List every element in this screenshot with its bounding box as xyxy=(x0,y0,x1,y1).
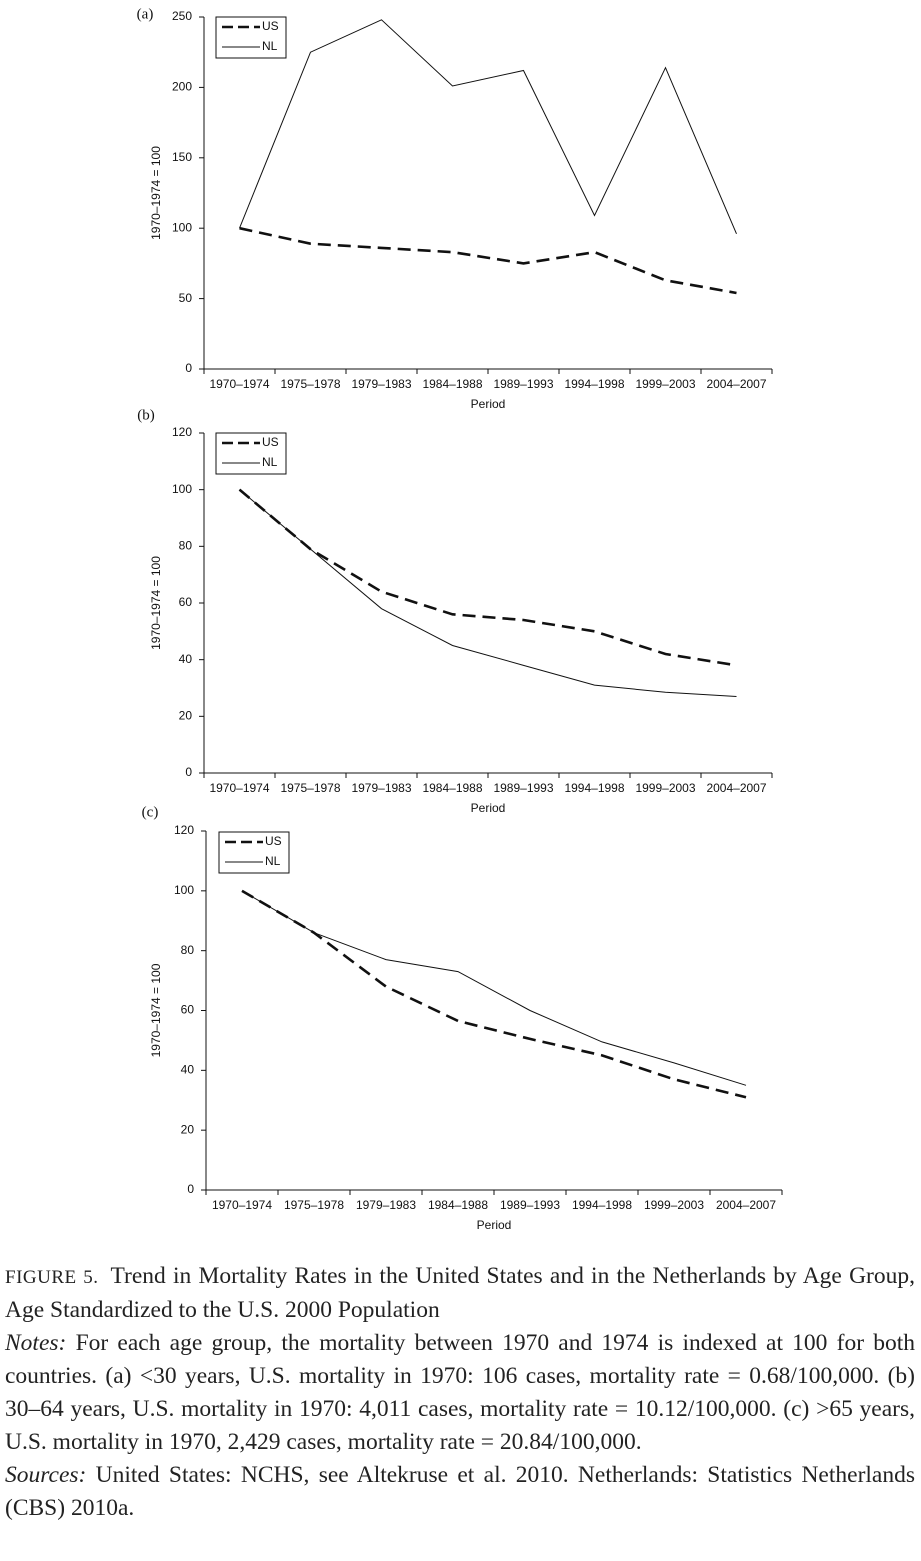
x-tick-label: 1999–2003 xyxy=(635,781,695,795)
x-tick-label: 1975–1978 xyxy=(284,1198,344,1212)
series-line xyxy=(239,226,737,295)
sources-block: Sources: United States: NCHS, see Altekr… xyxy=(5,1459,915,1525)
y-tick-label: 40 xyxy=(179,652,193,666)
y-tick-label: 50 xyxy=(179,291,193,305)
legend-label: US xyxy=(265,834,282,848)
y-tick-label: 120 xyxy=(172,425,192,439)
x-tick-label: 1989–1993 xyxy=(500,1198,560,1212)
chart-panel: (c) 0 20 40 60 80 100 120 1970–1974 1975–1978 1979… xyxy=(142,804,783,1232)
caption: FIGURE 5. Trend in Mortality Rates in the… xyxy=(5,1260,915,1525)
x-tick-label: 1970–1974 xyxy=(209,781,269,795)
y-tick-label: 60 xyxy=(179,595,193,609)
series-line xyxy=(239,489,737,697)
legend-box xyxy=(218,831,290,874)
chart-panel: (b) 0 20 40 60 80 100 120 1970–1974 1975–1978 1979… xyxy=(137,407,773,815)
chart-panel: (a) 0 50 100 150 200 250 1970–1974 1975–1978 1979… xyxy=(137,6,773,411)
x-tick-label: 1994–1998 xyxy=(572,1198,632,1212)
legend-label: US xyxy=(262,19,279,33)
y-tick-label: 80 xyxy=(181,943,195,957)
y-tick-label: 80 xyxy=(179,539,193,553)
notes: For each age group, the mortality betwee… xyxy=(5,1330,915,1455)
x-tick-label: 2004–2007 xyxy=(706,377,766,391)
y-axis-label: 1970–1974 = 100 xyxy=(149,963,163,1057)
series-line xyxy=(238,488,737,667)
y-tick-label: 0 xyxy=(185,361,192,375)
sources: United States: NCHS, see Altekruse et al… xyxy=(5,1462,915,1521)
figure-label: FIGURE 5. xyxy=(5,1267,99,1288)
x-tick-label: 1994–1998 xyxy=(564,781,624,795)
x-tick-label: 1984–1988 xyxy=(428,1198,488,1212)
x-tick-label: 1970–1974 xyxy=(209,377,269,391)
panel-label: (b) xyxy=(137,407,155,423)
legend-box xyxy=(215,16,287,59)
x-tick-label: 1989–1993 xyxy=(493,377,553,391)
series-line xyxy=(241,890,747,1086)
y-tick-label: 250 xyxy=(172,9,192,23)
x-tick-label: 1975–1978 xyxy=(280,781,340,795)
x-axis-label: Period xyxy=(471,801,506,815)
x-tick-label: 1979–1983 xyxy=(351,377,411,391)
series-line xyxy=(239,19,737,235)
x-tick-label: 1984–1988 xyxy=(422,781,482,795)
notes-block: Notes: For each age group, the mortality… xyxy=(5,1327,915,1459)
y-tick-label: 120 xyxy=(174,823,194,837)
legend-label: NL xyxy=(262,455,278,469)
x-tick-label: 1999–2003 xyxy=(644,1198,704,1212)
x-tick-label: 1975–1978 xyxy=(280,377,340,391)
panel-label: (a) xyxy=(137,6,154,22)
x-tick-label: 1994–1998 xyxy=(564,377,624,391)
y-axis-label: 1970–1974 = 100 xyxy=(149,146,163,240)
y-tick-label: 0 xyxy=(187,1182,194,1196)
sources-label: Sources: xyxy=(5,1462,87,1488)
x-axis-label: Period xyxy=(471,397,506,411)
y-tick-label: 20 xyxy=(181,1122,195,1136)
x-tick-label: 1989–1993 xyxy=(493,781,553,795)
x-tick-label: 1979–1983 xyxy=(356,1198,416,1212)
legend-box xyxy=(215,432,287,475)
y-tick-label: 100 xyxy=(174,883,194,897)
panel-label: (c) xyxy=(142,804,159,820)
y-tick-label: 200 xyxy=(172,80,192,94)
legend-label: US xyxy=(262,435,279,449)
y-tick-label: 150 xyxy=(172,150,192,164)
y-tick-label: 100 xyxy=(172,482,192,496)
y-tick-label: 60 xyxy=(181,1003,195,1017)
series-line xyxy=(241,889,747,1099)
legend-label: NL xyxy=(265,854,281,868)
x-tick-label: 2004–2007 xyxy=(716,1198,776,1212)
legend-label: NL xyxy=(262,39,278,53)
notes-label: Notes: xyxy=(5,1330,67,1356)
y-tick-label: 40 xyxy=(181,1063,195,1077)
x-tick-label: 2004–2007 xyxy=(706,781,766,795)
x-tick-label: 1970–1974 xyxy=(212,1198,272,1212)
y-tick-label: 20 xyxy=(179,709,193,723)
caption-title-block: FIGURE 5. Trend in Mortality Rates in the… xyxy=(5,1260,915,1327)
x-tick-label: 1984–1988 xyxy=(422,377,482,391)
y-tick-label: 0 xyxy=(185,765,192,779)
x-axis-label: Period xyxy=(477,1218,512,1232)
caption-title: Trend in Mortality Rates in the United S… xyxy=(5,1263,915,1323)
x-tick-label: 1999–2003 xyxy=(635,377,695,391)
y-tick-label: 100 xyxy=(172,220,192,234)
x-tick-label: 1979–1983 xyxy=(351,781,411,795)
y-axis-label: 1970–1974 = 100 xyxy=(149,556,163,650)
